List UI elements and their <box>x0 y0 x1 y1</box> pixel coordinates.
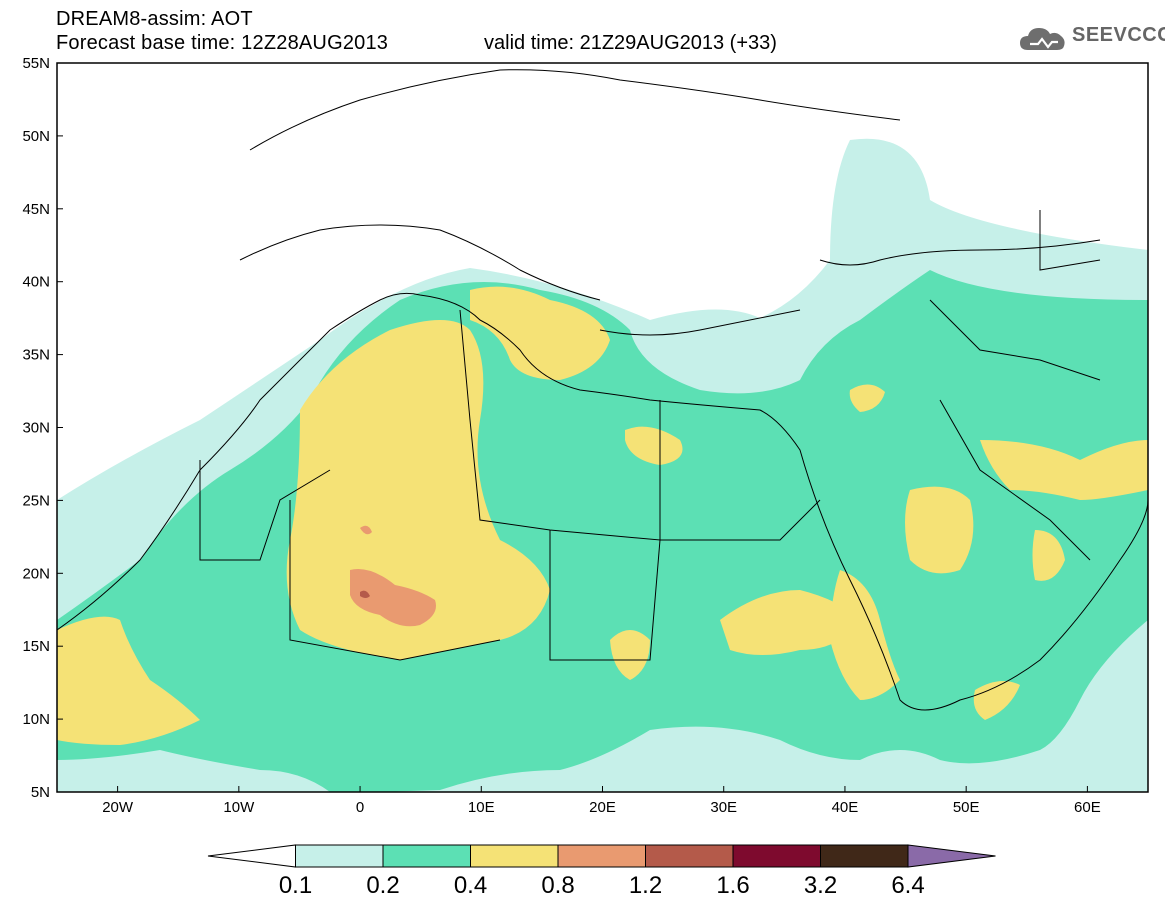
aot-field <box>57 63 1148 792</box>
aot-contour-0.4-egypt <box>625 426 683 465</box>
aot-contour-0.4-sudan <box>720 590 860 655</box>
lon-tick-label: 30E <box>710 799 737 816</box>
aot-contour-0.4-horn <box>830 570 900 700</box>
aot-contour-0.4-gulf <box>980 440 1148 500</box>
colorbar-label: 0.1 <box>279 872 312 899</box>
lon-tick-label: 20W <box>102 799 134 816</box>
aot-contour-0.8 <box>350 569 436 627</box>
lat-tick-label: 30N <box>22 420 50 437</box>
coastlines <box>57 69 1148 711</box>
longitude-axis: 20W 10W 0 10E 20E 30E 40E 50E 60E <box>102 786 1101 816</box>
aot-contour-0.4-iraq <box>849 384 885 412</box>
logo-text: SEEVCCC <box>1072 24 1165 46</box>
lat-tick-label: 25N <box>22 492 50 509</box>
aot-contour-0.4-chad <box>610 630 650 680</box>
colorbar-label: 3.2 <box>804 872 837 899</box>
valid-time: valid time: 21Z29AUG2013 (+33) <box>484 32 777 54</box>
aot-contour-0.4-oman <box>1032 530 1065 581</box>
colorbar-label: 1.2 <box>629 872 662 899</box>
aot-contour-0.4-north <box>470 286 610 380</box>
lon-tick-label: 10W <box>223 799 255 816</box>
aot-contour-0.8-small <box>360 525 372 535</box>
forecast-base-time: Forecast base time: 12Z28AUG2013 <box>56 32 389 54</box>
aot-contour-0.4-somalia <box>973 681 1020 720</box>
lat-tick-label: 5N <box>31 784 50 801</box>
lon-tick-label: 0 <box>356 799 364 816</box>
lat-tick-label: 45N <box>22 201 50 218</box>
colorbar-label: 1.6 <box>716 872 749 899</box>
colorbar-label: 6.4 <box>891 872 924 899</box>
lat-tick-label: 10N <box>22 711 50 728</box>
lon-tick-label: 10E <box>468 799 495 816</box>
aot-contour-0.4-coast <box>57 616 200 745</box>
lon-tick-label: 20E <box>589 799 616 816</box>
latitude-axis: 55N 50N 45N 40N 35N 30N 25N 20N 15N 10N 5N <box>22 55 63 801</box>
lon-tick-label: 60E <box>1074 799 1101 816</box>
aot-contour-1.2 <box>360 590 370 598</box>
lon-tick-label: 40E <box>832 799 859 816</box>
lat-tick-label: 20N <box>22 565 50 582</box>
lat-tick-label: 40N <box>22 274 50 291</box>
lat-tick-label: 50N <box>22 128 50 145</box>
colorbar-label: 0.8 <box>541 872 574 899</box>
seevccc-logo: SEEVCCC <box>1018 20 1165 60</box>
cloud-icon <box>1020 28 1065 50</box>
lat-tick-label: 55N <box>22 55 50 72</box>
aot-map: 55N 50N 45N 40N 35N 30N 25N 20N 15N 10N 5N 20W 10W 0… <box>22 55 1149 816</box>
lat-tick-label: 35N <box>22 347 50 364</box>
map-title: DREAM8-assim: AOT <box>56 8 253 30</box>
lat-tick-label: 15N <box>22 638 50 655</box>
colorbar-label: 0.2 <box>366 872 399 899</box>
colorbar-label: 0.4 <box>454 872 487 899</box>
aot-contour-0.4-arabia <box>905 486 974 574</box>
lon-tick-label: 50E <box>953 799 980 816</box>
